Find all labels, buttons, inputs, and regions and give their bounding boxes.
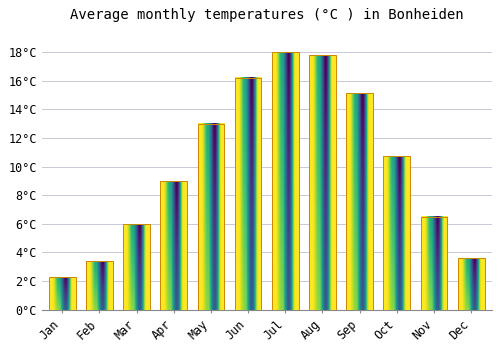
Bar [420, 217, 448, 310]
Bar [458, 258, 484, 310]
Bar [86, 261, 113, 310]
Bar [49, 277, 76, 310]
Title: Average monthly temperatures (°C ) in Bonheiden: Average monthly temperatures (°C ) in Bo… [70, 8, 464, 22]
Bar [234, 78, 262, 310]
Bar [272, 52, 298, 310]
Bar [160, 181, 187, 310]
Bar [123, 224, 150, 310]
Bar [198, 124, 224, 310]
Bar [309, 55, 336, 310]
Bar [384, 156, 410, 310]
Bar [346, 93, 373, 310]
